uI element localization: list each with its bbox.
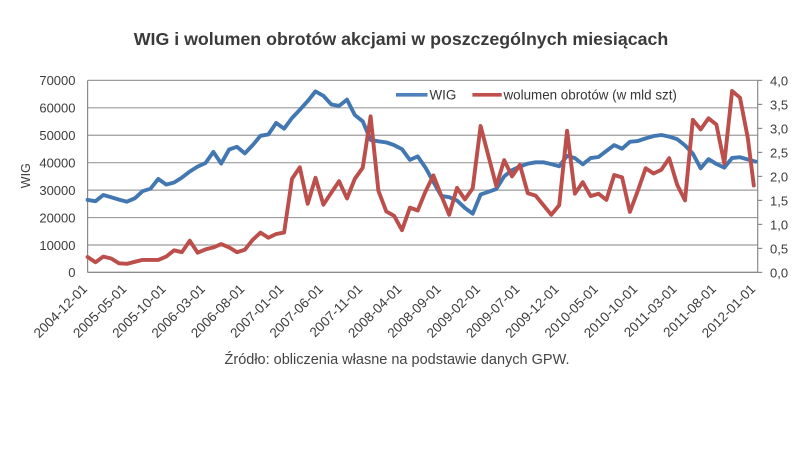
svg-text:50000: 50000 [39, 128, 75, 143]
svg-text:wolumen obrotów (w mld szt): wolumen obrotów (w mld szt) [503, 87, 677, 102]
svg-text:60000: 60000 [39, 101, 75, 116]
svg-text:20000: 20000 [39, 210, 75, 225]
svg-text:0,5: 0,5 [770, 242, 788, 257]
svg-text:1,5: 1,5 [770, 194, 788, 209]
svg-text:40000: 40000 [39, 155, 75, 170]
svg-text:WIG: WIG [430, 87, 457, 102]
svg-text:0,0: 0,0 [770, 266, 788, 281]
svg-text:WIG: WIG [19, 163, 33, 188]
svg-text:1,0: 1,0 [770, 218, 788, 233]
svg-text:3,5: 3,5 [770, 98, 788, 113]
svg-text:2,0: 2,0 [770, 170, 788, 185]
svg-text:10000: 10000 [39, 238, 75, 253]
svg-text:WIG i wolumen obrotów akcjami: WIG i wolumen obrotów akcjami w poszczeg… [134, 29, 669, 49]
svg-text:0: 0 [68, 265, 75, 280]
svg-text:Źródło: obliczenia własne na p: Źródło: obliczenia własne na podstawie d… [225, 351, 570, 368]
svg-text:70000: 70000 [39, 73, 75, 88]
svg-text:2,5: 2,5 [770, 146, 788, 161]
svg-text:3,0: 3,0 [770, 122, 788, 137]
svg-text:4,0: 4,0 [770, 74, 788, 89]
svg-text:30000: 30000 [39, 183, 75, 198]
